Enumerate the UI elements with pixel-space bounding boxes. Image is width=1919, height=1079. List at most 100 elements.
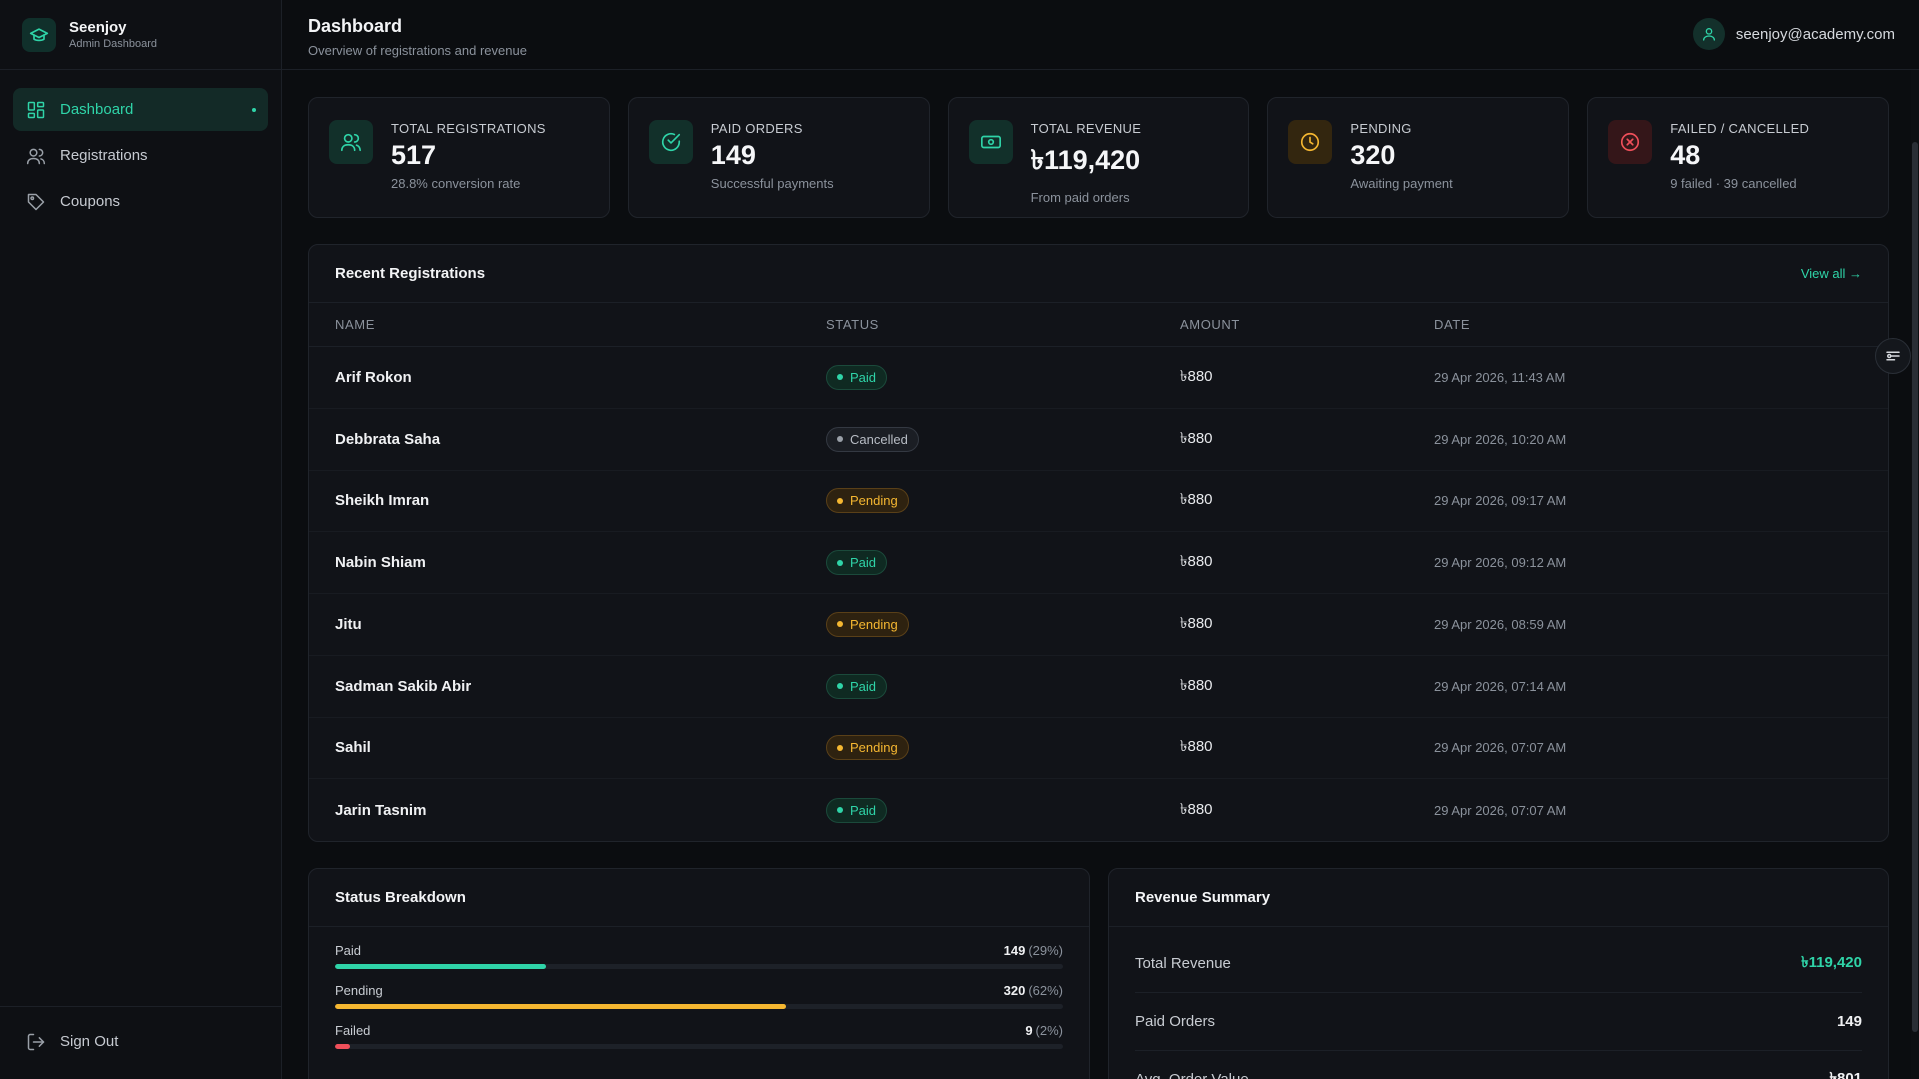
row-name: Sadman Sakib Abir <box>335 677 472 695</box>
revenue-value: ৳801 <box>1829 1070 1863 1079</box>
row-name: Jitu <box>335 615 362 633</box>
row-amount: ৳880 <box>1180 676 1213 694</box>
log-out-icon <box>26 1032 46 1052</box>
table-row[interactable]: Nabin Shiam Paid ৳880 29 Apr 2026, 09:12… <box>309 532 1888 594</box>
stat-label: PAID ORDERS <box>710 121 803 136</box>
sidebar-item-label: Coupons <box>60 193 121 210</box>
breakdown-list: Paid 149 (29%) Pending 320 (62%) Failed <box>309 927 1089 1079</box>
progress-track <box>335 1004 1063 1009</box>
row-name: Jarin Tasnim <box>335 801 427 819</box>
page-scrollbar[interactable] <box>1911 70 1919 1079</box>
user-email: seenjoy@academy.com <box>1735 25 1895 43</box>
row-date: 29 Apr 2026, 10:20 AM <box>1434 431 1567 447</box>
table-row[interactable]: Arif Rokon Paid ৳880 29 Apr 2026, 11:43 … <box>309 347 1888 409</box>
view-all-link[interactable]: View all → <box>1800 266 1862 281</box>
revenue-label: Total Revenue <box>1135 955 1231 972</box>
status-dot <box>837 683 843 690</box>
graduation-cap-icon <box>22 17 56 52</box>
breakdown-count: 149 <box>1003 943 1026 958</box>
users-icon <box>329 120 373 164</box>
status-dot <box>837 374 843 381</box>
status-label: Pending <box>850 740 898 756</box>
sidebar-item-coupons[interactable]: Coupons <box>13 180 268 223</box>
sidebar-item-label: Dashboard <box>60 101 134 118</box>
sidebar-item-dashboard[interactable]: Dashboard <box>13 88 268 131</box>
status-badge: Pending <box>826 611 909 637</box>
stat-value: ৳119,420 <box>1030 145 1141 175</box>
table-header: NAME STATUS AMOUNT DATE <box>309 303 1888 347</box>
stat-note: From paid orders <box>1030 190 1130 205</box>
status-badge: Paid <box>826 797 888 823</box>
status-dot <box>837 744 843 751</box>
brand-subtitle: Admin Dashboard <box>69 38 158 50</box>
status-label: Paid <box>850 555 877 571</box>
status-label: Pending <box>850 493 898 509</box>
page-header: Dashboard Overview of registrations and … <box>282 0 1919 70</box>
status-dot <box>837 621 843 628</box>
table-row[interactable]: Sadman Sakib Abir Paid ৳880 29 Apr 2026,… <box>309 656 1888 718</box>
status-badge: Pending <box>826 488 909 514</box>
row-date: 29 Apr 2026, 07:07 AM <box>1434 802 1567 818</box>
column-header-amount[interactable]: AMOUNT <box>1180 317 1240 332</box>
users-icon <box>26 146 46 166</box>
column-header-name[interactable]: NAME <box>335 317 375 332</box>
column-header-status[interactable]: STATUS <box>826 317 879 332</box>
table-row[interactable]: Sheikh Imran Pending ৳880 29 Apr 2026, 0… <box>309 471 1888 533</box>
breakdown-item-paid: Paid 149 (29%) <box>335 943 1063 969</box>
table-row[interactable]: Jitu Pending ৳880 29 Apr 2026, 08:59 AM <box>309 594 1888 656</box>
status-label: Paid <box>850 678 877 694</box>
active-indicator <box>252 108 256 112</box>
revenue-row-avg-order: Avg. Order Value ৳801 <box>1135 1051 1862 1079</box>
status-dot <box>837 497 843 504</box>
row-amount: ৳880 <box>1180 800 1213 818</box>
bottom-cards: Status Breakdown Paid 149 (29%) Pending 3… <box>308 868 1889 1079</box>
status-label: Pending <box>850 616 898 632</box>
stat-value: 320 <box>1350 140 1396 170</box>
column-header-date[interactable]: DATE <box>1434 317 1471 332</box>
revenue-label: Paid Orders <box>1135 1013 1216 1030</box>
check-circle-icon <box>648 120 693 164</box>
stat-card-pending: PENDING 320 Awaiting payment <box>1267 97 1570 218</box>
stat-note: Awaiting payment <box>1350 176 1453 191</box>
table-row[interactable]: Sahil Pending ৳880 29 Apr 2026, 07:07 AM <box>309 718 1888 780</box>
revenue-summary-card: Revenue Summary Total Revenue ৳119,420 P… <box>1108 868 1889 1079</box>
recent-registrations-card: Recent Registrations View all → NAME STA… <box>308 244 1889 842</box>
progress-fill <box>335 1004 787 1009</box>
breakdown-count: 9 <box>1025 1023 1033 1038</box>
clock-icon <box>1288 120 1333 164</box>
banknote-icon <box>968 120 1013 164</box>
user-menu[interactable]: seenjoy@academy.com <box>1692 18 1895 50</box>
table-row[interactable]: Jarin Tasnim Paid ৳880 29 Apr 2026, 07:0… <box>309 779 1888 841</box>
status-dot <box>837 807 843 814</box>
status-badge: Paid <box>826 550 888 576</box>
brand[interactable]: Seenjoy Admin Dashboard <box>0 0 281 70</box>
filter-settings-button[interactable] <box>1875 338 1911 374</box>
stat-label: TOTAL REVENUE <box>1030 121 1142 136</box>
row-amount: ৳880 <box>1180 491 1213 509</box>
status-label: Paid <box>850 802 877 818</box>
table-row[interactable]: Debbrata Saha Cancelled ৳880 29 Apr 2026… <box>309 409 1888 471</box>
breakdown-label: Failed <box>335 1023 371 1038</box>
revenue-value: ৳119,420 <box>1801 954 1862 971</box>
revenue-list: Total Revenue ৳119,420 Paid Orders 149 A… <box>1109 927 1888 1079</box>
stat-value: 149 <box>710 140 756 170</box>
sign-out-button[interactable]: Sign Out <box>13 1020 268 1063</box>
x-circle-icon <box>1608 120 1653 164</box>
breakdown-percent: (29%) <box>1028 943 1063 958</box>
row-name: Sheikh Imran <box>335 492 430 510</box>
tag-icon <box>26 192 46 212</box>
progress-track <box>335 1044 1063 1049</box>
sidebar-item-registrations[interactable]: Registrations <box>13 134 268 177</box>
status-label: Paid <box>850 369 877 385</box>
status-badge: Paid <box>826 364 888 390</box>
scrollbar-thumb[interactable] <box>1912 142 1918 1032</box>
row-amount: ৳880 <box>1180 553 1213 571</box>
main-content: TOTAL REGISTRATIONS 517 28.8% conversion… <box>308 97 1889 1079</box>
row-date: 29 Apr 2026, 09:17 AM <box>1434 493 1567 509</box>
row-amount: ৳880 <box>1180 429 1213 447</box>
revenue-row-total: Total Revenue ৳119,420 <box>1135 935 1862 993</box>
page-subtitle: Overview of registrations and revenue <box>308 43 527 58</box>
row-amount: ৳880 <box>1180 614 1213 632</box>
stat-card-total-registrations: TOTAL REGISTRATIONS 517 28.8% conversion… <box>308 97 610 218</box>
table-body: Arif Rokon Paid ৳880 29 Apr 2026, 11:43 … <box>309 347 1888 841</box>
